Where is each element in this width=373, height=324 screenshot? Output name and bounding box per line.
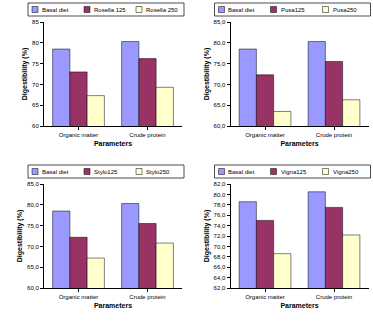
svg-text:70,0: 70,0 — [214, 82, 226, 88]
svg-text:Pusa250: Pusa250 — [333, 7, 357, 13]
svg-text:65,0: 65,0 — [27, 264, 39, 270]
svg-text:60,0: 60,0 — [27, 285, 39, 291]
svg-text:70,0: 70,0 — [27, 244, 39, 250]
svg-text:85,0: 85,0 — [214, 19, 226, 25]
svg-text:Basal diet: Basal diet — [42, 7, 69, 13]
svg-text:80,0: 80,0 — [27, 202, 39, 208]
svg-text:Vigna125: Vigna125 — [281, 169, 307, 175]
svg-text:Parameters: Parameters — [280, 140, 318, 147]
svg-text:60,0: 60,0 — [214, 123, 226, 129]
svg-text:65: 65 — [32, 102, 39, 108]
svg-text:Rosella 250: Rosella 250 — [146, 7, 178, 13]
svg-text:Crude protein: Crude protein — [129, 294, 165, 300]
svg-text:68,0: 68,0 — [214, 254, 226, 260]
svg-text:66,0: 66,0 — [214, 264, 226, 270]
svg-text:70: 70 — [32, 82, 39, 88]
svg-text:Digestibility (%): Digestibility (%) — [203, 48, 211, 101]
svg-text:82,0: 82,0 — [214, 181, 226, 187]
svg-text:Stylo250: Stylo250 — [146, 169, 170, 175]
svg-text:76,0: 76,0 — [214, 212, 226, 218]
svg-text:Digestibility (%): Digestibility (%) — [21, 48, 29, 101]
svg-text:Digestibility (%): Digestibility (%) — [203, 210, 211, 263]
svg-text:Pusa125: Pusa125 — [281, 7, 305, 13]
svg-text:Organic matter: Organic matter — [59, 294, 99, 300]
svg-text:85,0: 85,0 — [27, 181, 39, 187]
svg-text:62,0: 62,0 — [214, 285, 226, 291]
svg-text:80: 80 — [32, 40, 39, 46]
svg-text:Stylo125: Stylo125 — [94, 169, 118, 175]
svg-text:64,0: 64,0 — [214, 275, 226, 281]
svg-text:75,0: 75,0 — [214, 61, 226, 67]
svg-text:85: 85 — [32, 19, 39, 25]
svg-text:Organic matter: Organic matter — [245, 294, 285, 300]
svg-text:Crude protein: Crude protein — [316, 132, 352, 138]
svg-text:Digestibility (%): Digestibility (%) — [16, 210, 24, 263]
svg-text:75,0: 75,0 — [27, 223, 39, 229]
svg-text:80,0: 80,0 — [214, 192, 226, 198]
svg-text:Crude protein: Crude protein — [129, 132, 165, 138]
svg-text:75: 75 — [32, 61, 39, 67]
svg-text:Vigna250: Vigna250 — [333, 169, 359, 175]
svg-text:74,0: 74,0 — [214, 223, 226, 229]
svg-text:Organic matter: Organic matter — [59, 132, 99, 138]
svg-text:60: 60 — [32, 123, 39, 129]
svg-text:Crude protein: Crude protein — [316, 294, 352, 300]
svg-text:Rosella 125: Rosella 125 — [94, 7, 126, 13]
svg-text:65,0: 65,0 — [214, 102, 226, 108]
svg-text:Basal diet: Basal diet — [228, 7, 255, 13]
svg-text:Basal diet: Basal diet — [42, 169, 69, 175]
svg-text:72,0: 72,0 — [214, 233, 226, 239]
svg-text:Parameters: Parameters — [94, 302, 132, 309]
svg-text:Parameters: Parameters — [280, 302, 318, 309]
svg-text:Organic matter: Organic matter — [245, 132, 285, 138]
svg-text:80,0: 80,0 — [214, 40, 226, 46]
svg-text:78,0: 78,0 — [214, 202, 226, 208]
svg-text:70,0: 70,0 — [214, 244, 226, 250]
svg-text:Parameters: Parameters — [94, 140, 132, 147]
svg-text:Basal diet: Basal diet — [228, 169, 255, 175]
